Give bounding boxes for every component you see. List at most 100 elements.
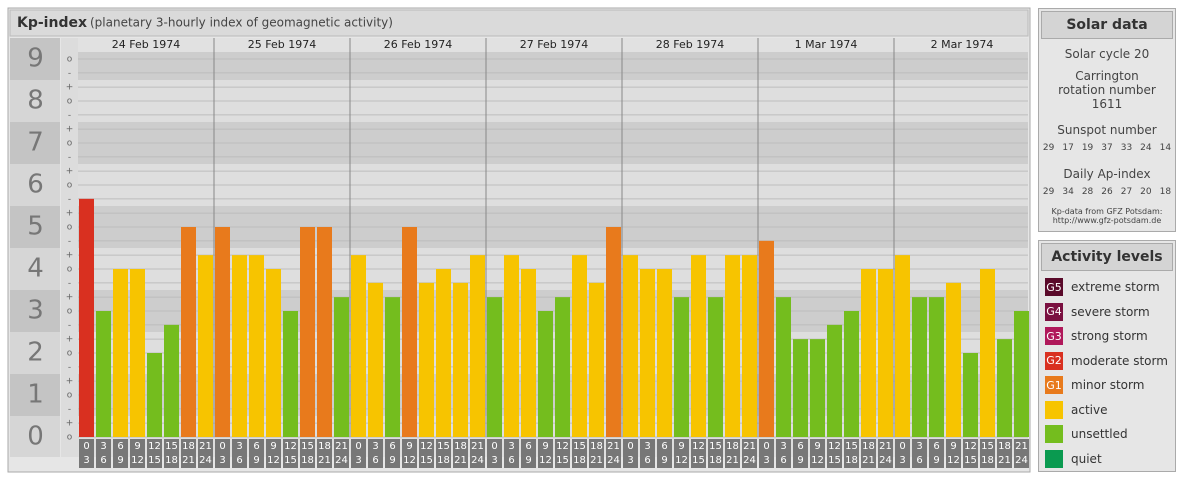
bar [589,282,604,437]
y-tick-label: 6 [27,170,44,200]
hour-label: 6 [797,441,803,452]
bar [827,324,842,437]
bar [402,227,417,437]
legend-label: strong storm [1071,329,1148,344]
legend-label: severe storm [1071,304,1150,319]
hour-box [334,439,349,468]
hour-label: 3 [780,441,786,452]
bar [1014,311,1029,437]
legend-entry: active [1045,398,1175,423]
y-cell [10,164,60,206]
legend-label: moderate storm [1071,353,1168,368]
y-cell [10,416,60,457]
hour-label: 9 [406,441,412,452]
bar [164,324,179,437]
hour-label: 24 [199,455,212,466]
y-cell [10,80,60,122]
date-label: 25 Feb 1974 [248,38,316,51]
hour-label: 9 [950,441,956,452]
ap-value: 34 [1062,187,1074,197]
bar [351,255,366,437]
y-minor-label: o [67,223,73,233]
hour-box [861,439,876,468]
legend-label: unsettled [1071,427,1128,442]
hour-label: 6 [525,441,531,452]
hour-label: 9 [117,455,123,466]
hour-label: 3 [899,455,905,466]
hour-label: 12 [284,441,297,452]
hour-box [198,439,213,468]
ap-value: 18 [1159,187,1172,197]
y-minor-label: - [68,404,71,414]
hour-box [572,439,587,468]
hour-label: 6 [389,441,395,452]
hour-label: 21 [879,441,892,452]
y-minor-label: - [68,278,71,288]
hour-label: 12 [964,441,977,452]
minor-col [61,38,78,457]
legend-label: quiet [1071,451,1102,466]
hour-label: 15 [828,455,841,466]
hour-label: 18 [862,441,875,452]
hour-label: 0 [355,441,361,452]
hour-label: 21 [335,441,348,452]
levels-title: Activity levels [1041,243,1173,271]
bar [844,311,859,437]
hour-label: 6 [916,455,922,466]
hour-label: 12 [692,441,705,452]
hour-label: 21 [743,441,756,452]
hour-label: 9 [525,455,531,466]
hour-box [113,439,128,468]
ap-values: 29 34 28 26 27 20 18 [1039,187,1175,197]
y-minor-label: - [68,236,71,246]
hour-box [96,439,111,468]
bar [725,255,740,437]
y-tick-label: 4 [27,254,44,284]
bar [810,339,825,437]
y-tick-label: 7 [27,128,44,158]
hour-label: 12 [539,455,552,466]
hour-label: 9 [661,455,667,466]
sunspot-value: 24 [1140,143,1152,153]
chart-title: Kp-index [17,15,87,31]
hour-label: 18 [165,455,178,466]
hour-label: 18 [726,441,739,452]
sunspot-value: 37 [1101,143,1113,153]
bar [487,297,502,437]
bar [147,353,162,437]
hour-label: 12 [420,441,433,452]
hour-label: 6 [253,441,259,452]
bar [521,269,536,437]
hour-label: 18 [709,455,722,466]
bar [640,269,655,437]
hour-box [1014,439,1029,468]
solar-cycle: Solar cycle 20 [1064,47,1150,61]
hour-label: 12 [403,455,416,466]
hour-box [980,439,995,468]
y-minor-label: o [67,139,73,149]
hour-label: 18 [301,455,314,466]
hour-box [929,439,944,468]
hour-box [810,439,825,468]
solar-title: Solar data [1041,11,1173,39]
bar [759,240,774,437]
hour-label: 9 [134,441,140,452]
hour-label: 18 [318,441,331,452]
hour-label: 3 [372,441,378,452]
date-label: 28 Feb 1974 [656,38,724,51]
y-tick-label: 2 [27,338,44,368]
hour-box [657,439,672,468]
hour-box [589,439,604,468]
hour-label: 21 [182,455,195,466]
hour-box [963,439,978,468]
hour-box [538,439,553,468]
bar [776,297,791,437]
y-minor-label: + [66,419,74,429]
hour-label: 9 [797,455,803,466]
hour-label: 12 [947,455,960,466]
bar [368,282,383,437]
hour-label: 0 [627,441,633,452]
y-minor-label: + [66,209,74,219]
hour-label: 12 [828,441,841,452]
